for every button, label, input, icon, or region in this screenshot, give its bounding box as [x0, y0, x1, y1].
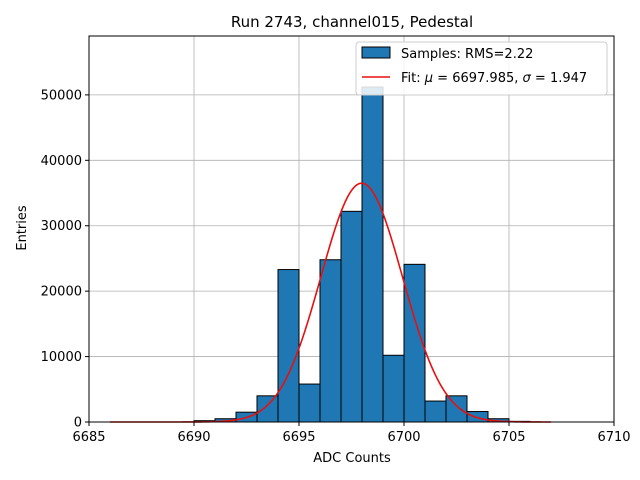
legend: Samples: RMS=2.22 Fit: μ = 6697.985, σ =…: [355, 41, 608, 96]
plot-frame: [88, 35, 615, 423]
y-tick-label: 10000: [41, 350, 82, 365]
y-tick-label: 20000: [41, 285, 82, 300]
x-tick-label: 6695: [282, 430, 315, 445]
x-tick-label: 6700: [387, 430, 420, 445]
y-tick-label: 30000: [41, 219, 82, 234]
y-axis-ticks: 0 10000 20000 30000 40000 50000: [41, 88, 89, 431]
y-tick-label: 40000: [41, 154, 82, 169]
histogram-bar: [424, 400, 447, 423]
histogram-bar: [298, 383, 321, 423]
x-axis-label: ADC Counts: [313, 451, 391, 466]
histogram-bar: [466, 411, 489, 423]
histogram-bar: [361, 86, 384, 423]
y-tick-label: 0: [74, 416, 82, 431]
histogram-bar: [319, 259, 342, 423]
legend-samples-swatch: [361, 46, 391, 59]
x-tick-label: 6690: [177, 430, 210, 445]
x-tick-label: 6705: [492, 430, 525, 445]
histogram-bar: [382, 354, 405, 423]
legend-fit-label: Fit: μ = 6697.985, σ = 1.947: [401, 71, 587, 86]
x-axis-ticks: 6685 6690 6695 6700 6705 6710: [72, 422, 631, 445]
histogram-bar: [340, 210, 363, 423]
y-tick-label: 50000: [41, 88, 82, 103]
y-axis-label: Entries: [15, 205, 30, 251]
legend-samples-label: Samples: RMS=2.22: [401, 47, 533, 62]
x-tick-label: 6710: [597, 430, 630, 445]
chart-title: Run 2743, channel015, Pedestal: [231, 13, 473, 31]
histogram-bar: [445, 395, 468, 423]
histogram-bar: [256, 395, 279, 423]
legend-box: [355, 41, 608, 96]
x-tick-label: 6685: [72, 430, 105, 445]
histogram-bar: [277, 269, 300, 423]
